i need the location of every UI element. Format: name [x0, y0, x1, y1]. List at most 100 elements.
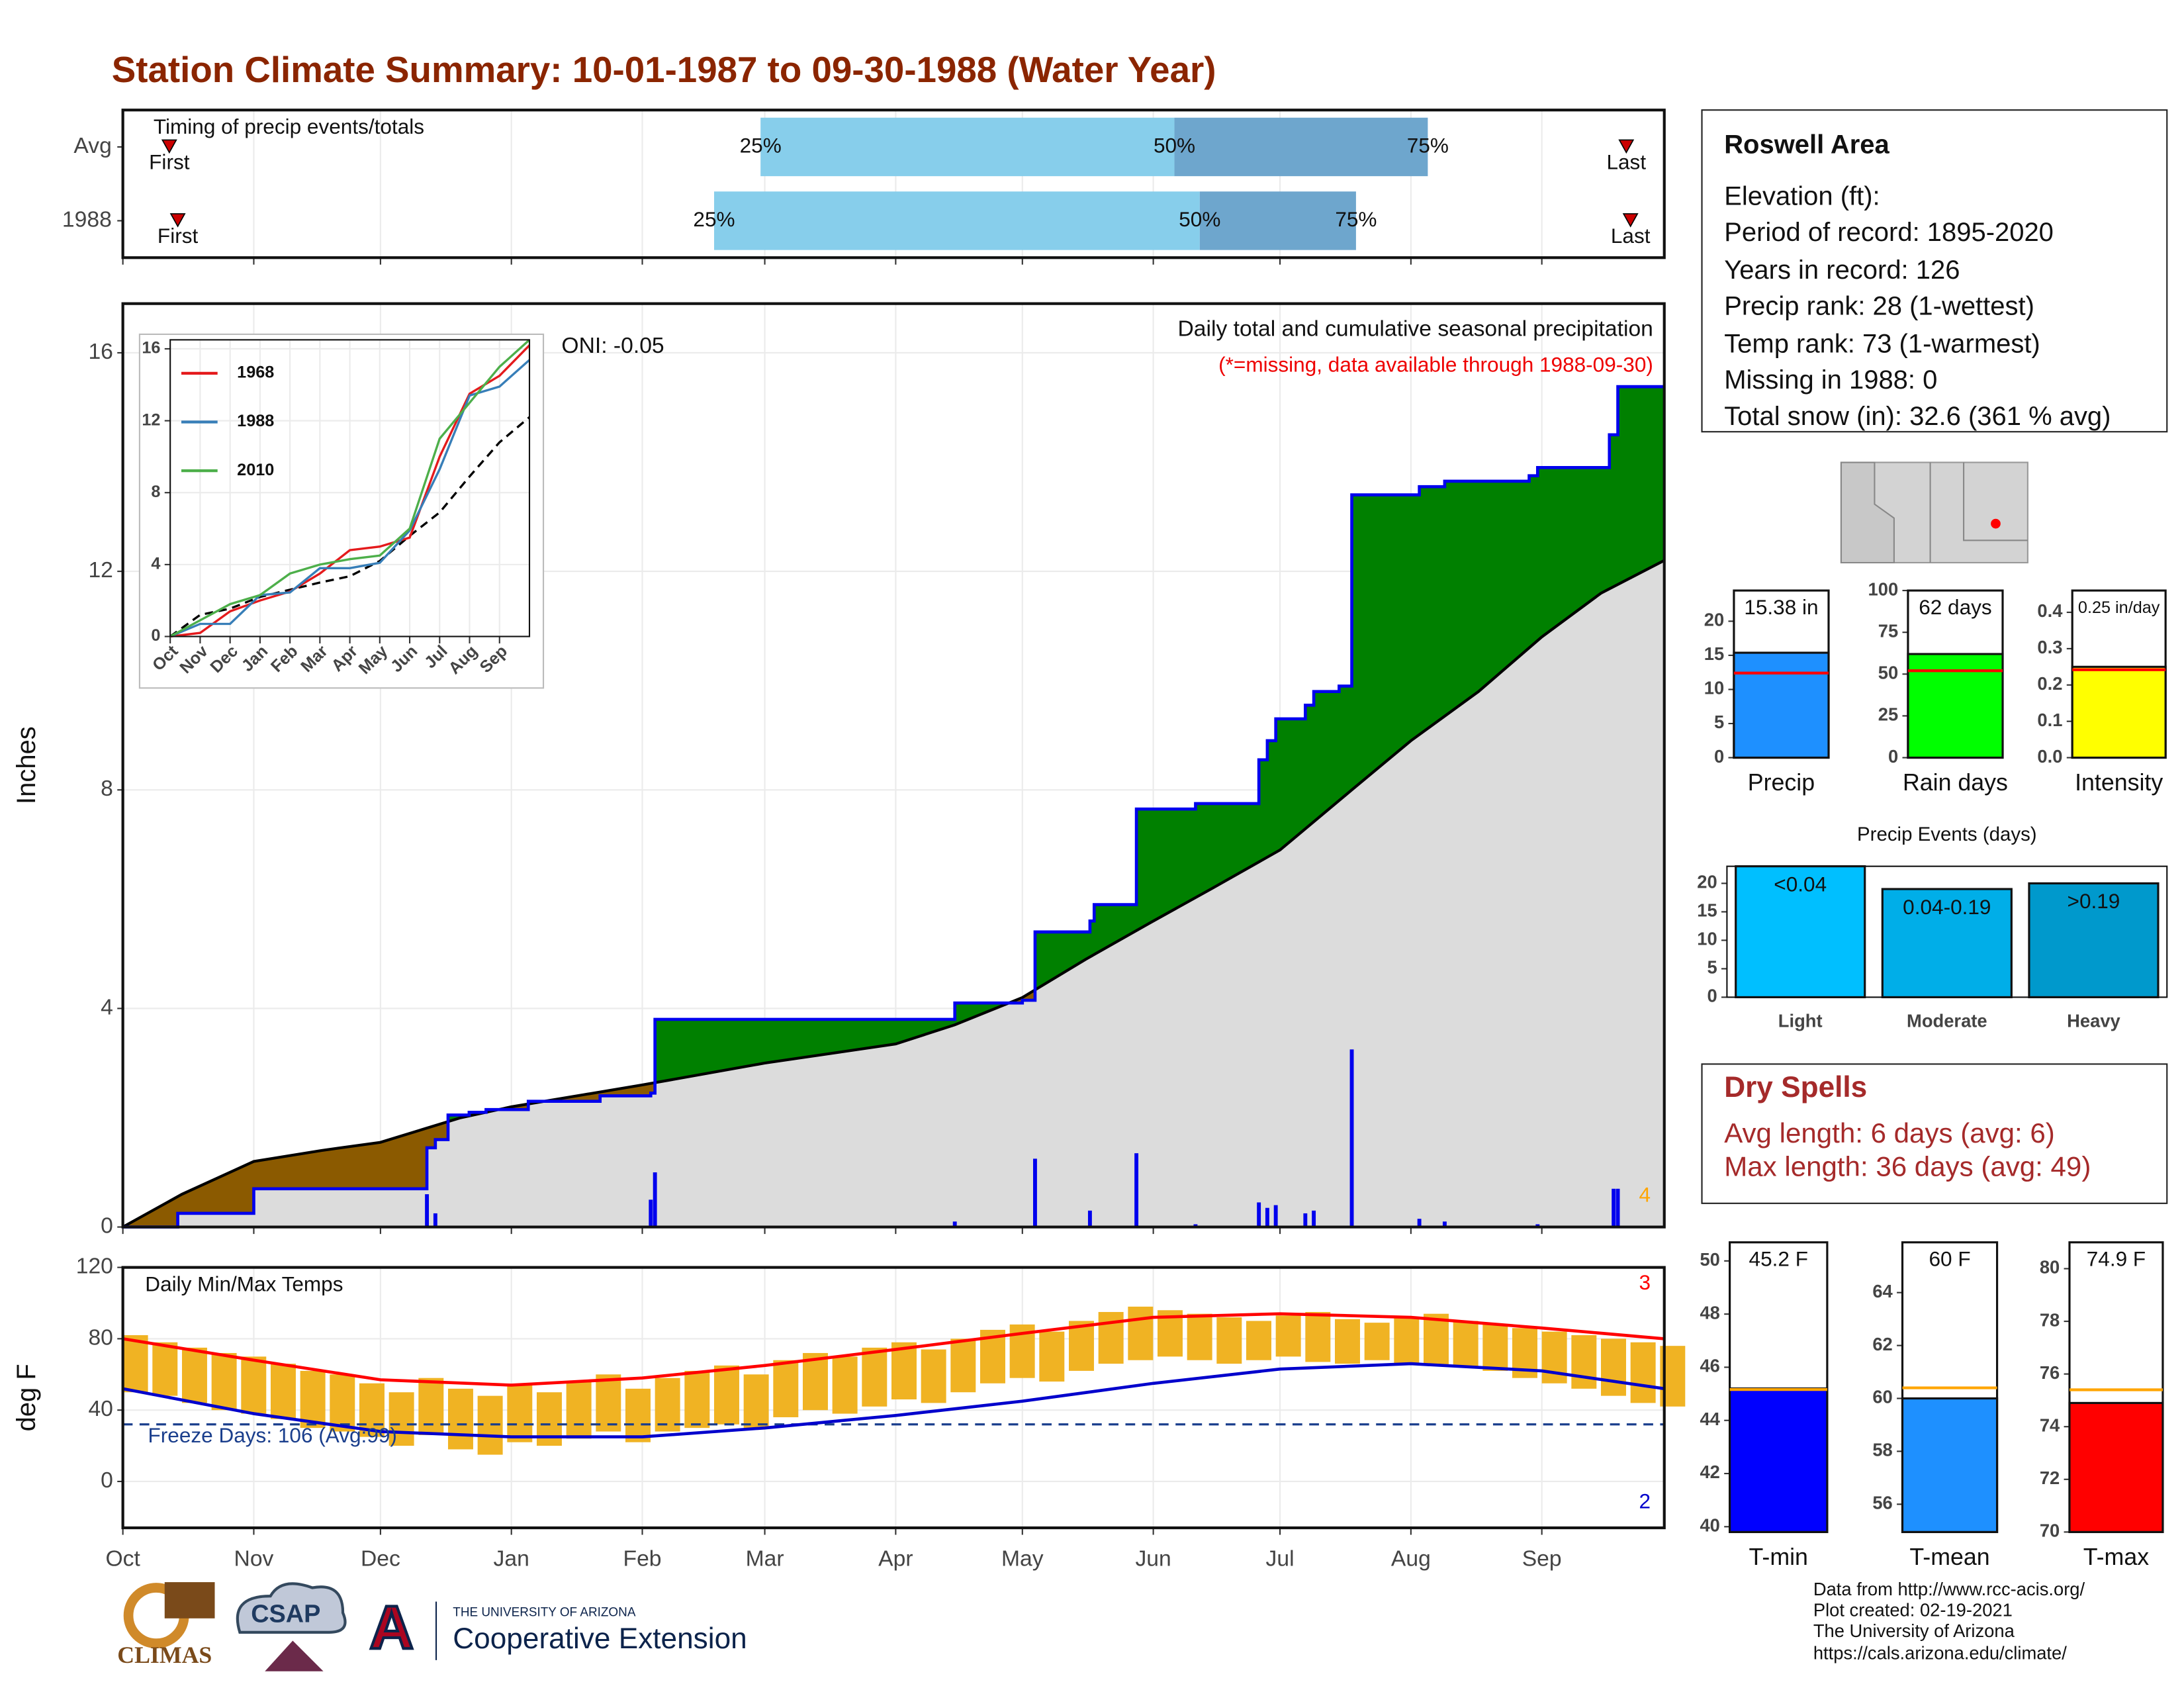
station-line: Precip rank: 28 (1-wettest)	[1724, 292, 2034, 321]
dry-spells-box	[1701, 1063, 2168, 1204]
normal-line	[169, 416, 531, 637]
timing-lower	[713, 191, 1200, 250]
temp-range-bar	[1128, 1306, 1154, 1360]
timing-lower	[760, 117, 1175, 177]
daily-bar	[1273, 1205, 1278, 1227]
temp-range-bar	[862, 1347, 887, 1407]
temp-range-bar	[1039, 1331, 1065, 1382]
temp-range-bar	[418, 1378, 444, 1435]
daily-bar	[1303, 1213, 1308, 1227]
y-tick-label: 120	[76, 1254, 113, 1278]
y-tick-label: 12	[142, 410, 160, 429]
station-name: Roswell Area	[1724, 130, 1889, 159]
ua-large-text: Cooperative Extension	[453, 1622, 747, 1655]
y-tick-label: 15	[1697, 900, 1717, 921]
map-location	[1991, 518, 2001, 529]
temp-range-bar	[743, 1374, 769, 1429]
dry-spells-line: Avg length: 6 days (avg: 6)	[1724, 1117, 2055, 1149]
x-tick-label: Nov	[234, 1546, 274, 1571]
x-tick-label: Dec	[361, 1546, 400, 1571]
temp-range-bar	[1601, 1338, 1626, 1396]
series-line	[169, 339, 531, 637]
station-line: Period of record: 1895-2020	[1724, 218, 2054, 247]
temp-range-bar	[1630, 1342, 1656, 1403]
y-axis-label: Inches	[12, 726, 41, 804]
event-label: Last	[1606, 150, 1646, 174]
logos: CLIMAS CSAP A THE UNIVERSITY OF ARIZONA …	[117, 1582, 747, 1671]
normal-max-line	[122, 1312, 1664, 1387]
y-tick-label: 74	[2040, 1415, 2060, 1435]
y-tick-label: 76	[2040, 1362, 2060, 1383]
station-line: Elevation (ft):	[1724, 181, 1880, 211]
station-line: Missing in 1988: 0	[1724, 365, 1937, 395]
y-tick-label: 42	[1700, 1462, 1719, 1482]
x-tick-label: Apr	[878, 1546, 913, 1571]
y-tick-label: 100	[1868, 579, 1899, 599]
temp-range-bar	[625, 1388, 651, 1442]
y-tick-label: 80	[2040, 1257, 2060, 1278]
y-axis-label: deg F	[12, 1364, 41, 1431]
x-tick-label: Jul	[1266, 1546, 1295, 1571]
temp-range-bar	[655, 1378, 680, 1432]
temp-range-bar	[684, 1370, 710, 1429]
daily-bar	[1033, 1158, 1037, 1227]
temp-range-bar	[1187, 1313, 1212, 1360]
x-tick-label: Mar	[746, 1546, 784, 1571]
y-tick-label: 5	[1714, 712, 1724, 732]
series-line	[169, 344, 531, 638]
bin-label: <0.04	[1774, 872, 1827, 896]
csap-logo: CSAP	[251, 1601, 320, 1628]
daily-bar	[1417, 1219, 1422, 1227]
gauge-bar	[1729, 1387, 1829, 1533]
map-border	[1963, 462, 2028, 541]
percent-label: 50%	[1179, 207, 1220, 231]
y-tick-label: 1988	[62, 207, 112, 232]
y-tick-label: 4	[151, 555, 160, 573]
y-tick-label: 70	[2040, 1521, 2060, 1541]
y-tick-label: 48	[1700, 1302, 1719, 1323]
x-tick-label: Jun	[1135, 1546, 1171, 1571]
dry-spells-line: Max length: 36 days (avg: 49)	[1724, 1150, 2091, 1182]
y-tick-label: 72	[2040, 1468, 2060, 1488]
gauge-value-label: 15.38 in	[1744, 595, 1818, 619]
gauge-label: T-max	[2083, 1544, 2149, 1570]
x-tick-label: Heavy	[2067, 1011, 2120, 1031]
subtitle: Daily total and cumulative seasonal prec…	[1177, 317, 1653, 342]
y-tick-label: 0	[101, 1468, 113, 1493]
gauge-label: Precip	[1748, 769, 1815, 796]
bin-label: >0.19	[2068, 889, 2120, 913]
dry-spells-title: Dry Spells	[1724, 1071, 1867, 1103]
y-tick-label: 56	[1872, 1493, 1892, 1513]
base-area	[122, 560, 1664, 1227]
station-line: Temp rank: 73 (1-warmest)	[1724, 329, 2040, 358]
x-tick-label: Sep	[1522, 1546, 1562, 1571]
gauge-bar	[1901, 1397, 1999, 1533]
y-tick-label: 20	[1697, 872, 1717, 892]
x-tick-label: May	[1001, 1546, 1044, 1571]
x-tick-label: Oct	[105, 1546, 140, 1571]
percent-label: 75%	[1407, 133, 1449, 157]
y-tick-label: 0	[101, 1213, 113, 1238]
y-tick-label: 4	[101, 995, 113, 1019]
x-tick-label: Moderate	[1907, 1011, 1987, 1031]
y-tick-label: 0.4	[2037, 600, 2063, 621]
percent-label: 25%	[740, 133, 782, 157]
y-tick-label: 64	[1872, 1281, 1893, 1301]
gauge-label: T-min	[1749, 1544, 1808, 1570]
temp-range-bar	[950, 1338, 976, 1393]
y-tick-label: 75	[1878, 620, 1898, 641]
x-tick-label: Aug	[1391, 1546, 1431, 1571]
temp-range-bar	[1424, 1313, 1449, 1366]
x-tick-label: Jan	[494, 1546, 529, 1571]
bar	[1881, 888, 2013, 999]
timing-upper	[1174, 117, 1428, 177]
oni-label: ONI: -0.05	[561, 334, 664, 358]
gauge-label: Intensity	[2075, 769, 2163, 796]
y-tick-label: 16	[142, 339, 160, 357]
gauge-bar	[2071, 665, 2167, 759]
percent-label: 75%	[1335, 207, 1377, 231]
gauge-value-label: 74.9 F	[2087, 1246, 2146, 1270]
daily-bar	[1349, 1049, 1354, 1227]
station-line: Total snow (in): 32.6 (361 % avg)	[1724, 402, 2111, 431]
temp-range-bar	[921, 1349, 946, 1403]
